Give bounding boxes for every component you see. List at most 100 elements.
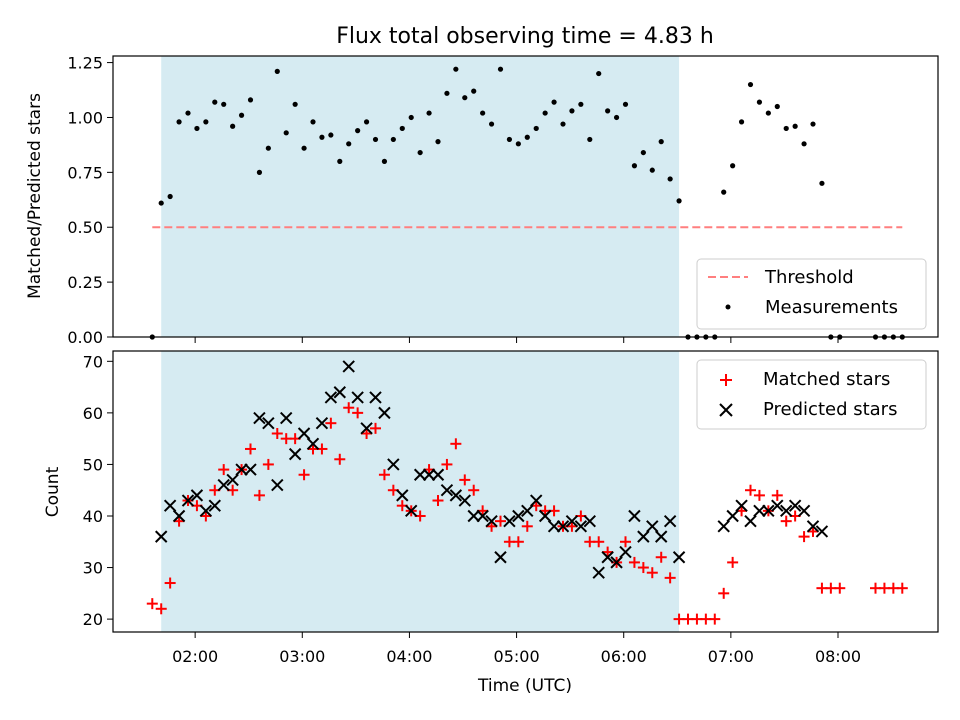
measurement-point <box>176 119 182 125</box>
predicted-star-point <box>369 391 382 404</box>
bottom-y-tick-label: 50 <box>83 455 103 474</box>
predicted-star-point <box>663 514 677 528</box>
measurement-point <box>551 99 557 105</box>
x-tick-label: 04:00 <box>386 647 432 666</box>
predicted-star-point <box>646 520 659 533</box>
predicted-star-point <box>253 411 266 425</box>
top-x-ticks <box>194 337 839 343</box>
predicted-star-point <box>413 468 427 481</box>
x-tick-label: 08:00 <box>815 647 861 666</box>
matched-star-point <box>709 613 721 625</box>
predicted-star-point <box>458 494 471 507</box>
measurement-point <box>203 119 209 125</box>
measurement-point <box>533 125 539 132</box>
predicted-star-point <box>762 504 775 518</box>
predicted-star-point <box>619 545 632 559</box>
matched-star-point <box>218 464 230 476</box>
matched-star-point <box>468 484 480 496</box>
measurement-point <box>658 139 664 145</box>
measurement-point <box>721 189 727 195</box>
measurement-point <box>542 110 548 116</box>
predicted-star-point <box>771 499 784 512</box>
predicted-star-point <box>788 499 802 512</box>
top-points-layer <box>149 66 905 340</box>
predicted-star-point <box>735 499 748 512</box>
measurement-point <box>730 163 736 169</box>
bottom-y-tick-label: 60 <box>83 404 103 423</box>
matched-star-point <box>378 469 390 481</box>
measurement-point <box>337 158 343 164</box>
measurement-point <box>613 114 620 121</box>
matched-star-point <box>352 407 364 419</box>
bottom-y-axis-label: Count <box>43 466 63 517</box>
top-y-tick-label: 0.25 <box>67 273 103 292</box>
measurement-point <box>587 136 593 143</box>
matched-star-point <box>566 520 578 532</box>
measurement-point <box>363 119 370 125</box>
predicted-star-point <box>449 489 463 502</box>
matched-star-point <box>834 582 846 594</box>
predicted-star-point <box>351 391 364 404</box>
measurement-point <box>819 180 825 186</box>
predicted-star-point <box>181 494 195 507</box>
measurement-point <box>676 198 682 204</box>
matched-star-point <box>361 427 373 439</box>
matched-star-point <box>718 587 730 599</box>
matched-star-point <box>495 515 506 527</box>
predicted-star-point <box>163 499 177 512</box>
measurement-point <box>756 99 763 105</box>
predicted-star-point <box>797 504 811 518</box>
measurement-point <box>426 110 432 116</box>
matched-star-point <box>727 556 739 568</box>
predicted-star-point <box>431 468 445 481</box>
matched-star-point <box>521 520 533 532</box>
measurement-point <box>399 125 405 132</box>
x-tick-label: 06:00 <box>601 647 647 666</box>
measurement-point <box>667 176 673 182</box>
measurement-point <box>390 136 396 143</box>
measurement-point <box>792 123 798 129</box>
top-legend: Threshold Measurements <box>696 258 927 330</box>
matched-star-point <box>155 603 167 615</box>
predicted-star-point <box>226 473 239 487</box>
matched-star-point <box>334 453 346 465</box>
predicted-star-point <box>583 514 596 528</box>
predicted-star-point <box>476 509 489 523</box>
matched-star-point <box>646 567 658 579</box>
matched-star-point <box>432 495 444 507</box>
matched-star-point <box>602 546 614 558</box>
measurement-point <box>506 136 513 143</box>
predicted-star-point <box>288 447 302 461</box>
predicted-star-point <box>806 520 820 533</box>
predicted-star-point <box>315 416 329 430</box>
legend-threshold-label: Threshold <box>764 267 854 288</box>
legend-matched-label: Matched stars <box>763 369 890 390</box>
predicted-star-point <box>378 406 391 420</box>
predicted-star-point <box>280 411 293 425</box>
measurement-point <box>488 121 495 127</box>
matched-star-point <box>798 531 810 543</box>
predicted-star-point <box>440 484 454 497</box>
measurement-point <box>471 88 477 94</box>
legend-predicted-swatch <box>719 403 733 417</box>
measurement-point <box>212 99 218 105</box>
measurement-point <box>194 125 200 132</box>
bottom-y-tick-label: 30 <box>83 559 103 578</box>
predicted-star-point <box>717 520 730 533</box>
measurement-point <box>444 90 450 96</box>
matched-star-point <box>593 536 605 548</box>
predicted-star-point <box>244 463 257 476</box>
top-y-tick-label: 1.25 <box>67 54 103 73</box>
bottom-points-layer <box>146 360 908 625</box>
measurement-point <box>346 141 352 147</box>
matched-star-point <box>486 520 498 532</box>
top-y-axis-label: Matched/Predicted stars <box>25 93 45 299</box>
top-y-tick-label: 0.75 <box>67 163 103 182</box>
legend-measurements-swatch <box>725 304 731 310</box>
top-y-tick-label: 0.50 <box>67 218 103 237</box>
measurement-point <box>301 145 307 151</box>
measurement-point <box>319 134 325 140</box>
measurement-point <box>283 130 289 136</box>
matched-star-point <box>325 417 337 429</box>
